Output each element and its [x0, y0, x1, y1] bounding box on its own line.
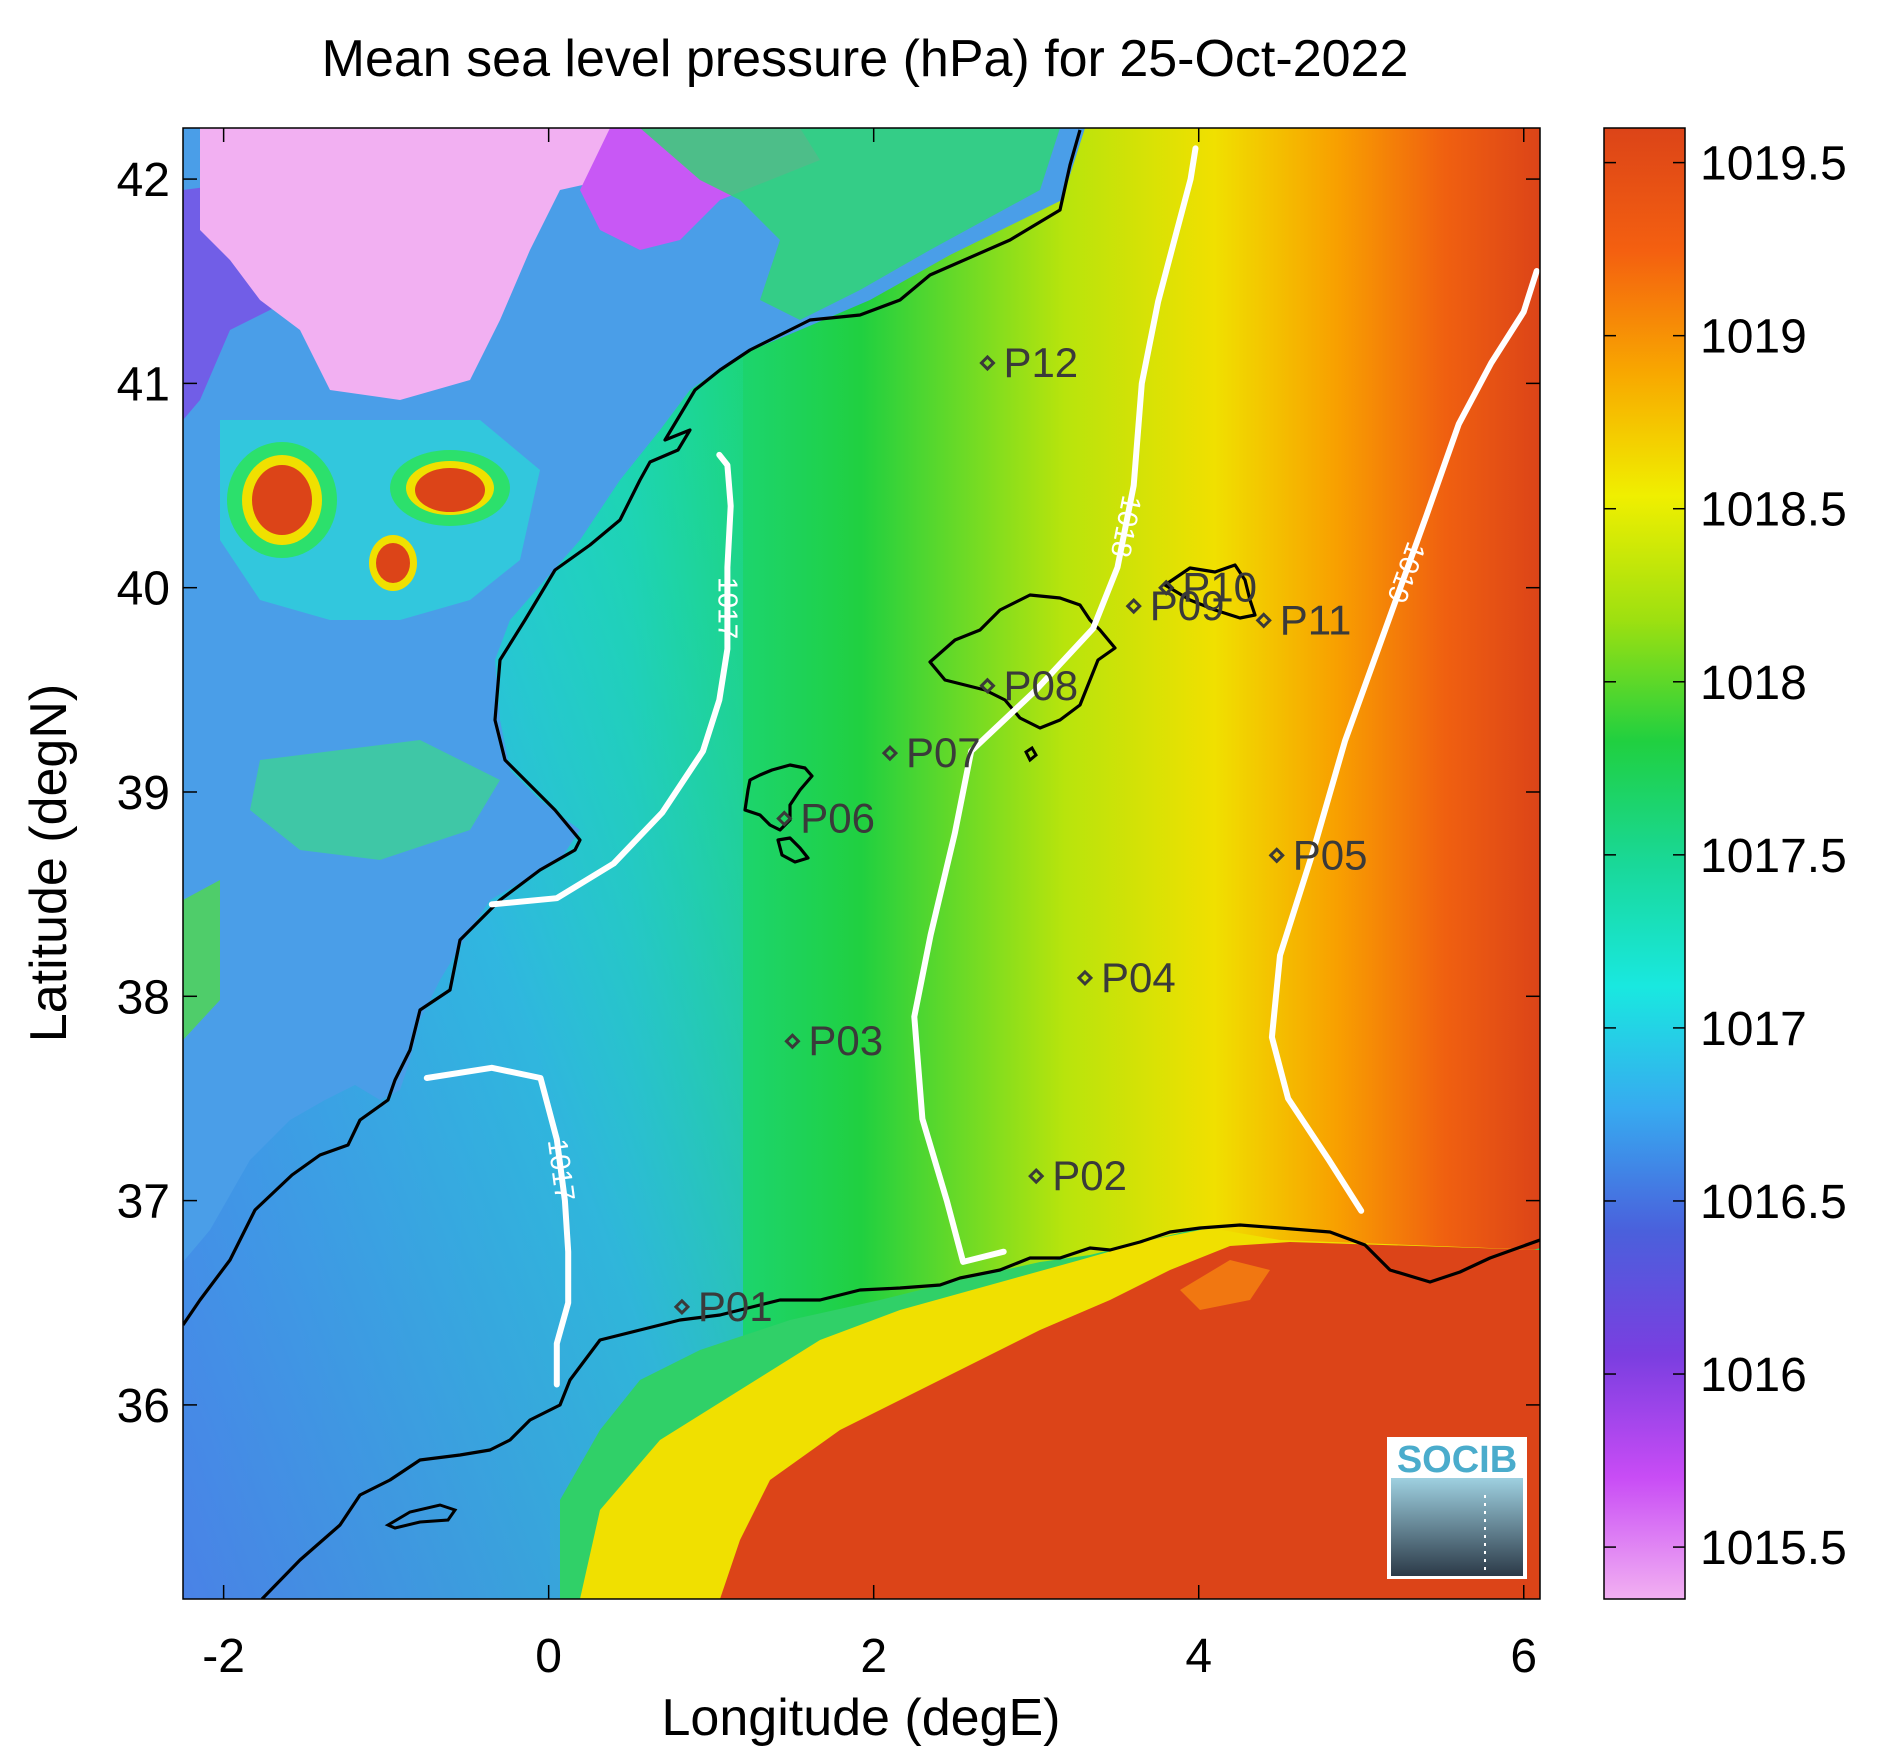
africa-coastline [260, 1223, 1540, 1599]
x-axis: -2 0 2 4 6 [202, 128, 1537, 1683]
station-label: P02 [1052, 1152, 1127, 1199]
station-marker [979, 354, 996, 372]
colorbar-tick-label: 1018 [1700, 657, 1807, 710]
station-marker [881, 745, 899, 762]
colorbar-tick-label: 1015.5 [1700, 1522, 1847, 1575]
isobar-1018 [911, 145, 1199, 1265]
socib-logo-text: SOCIB [1397, 1439, 1517, 1481]
station-label: P01 [698, 1283, 773, 1330]
x-tick-label: -2 [202, 1630, 245, 1683]
station-label: P03 [808, 1017, 883, 1064]
high-pressure-spot [415, 468, 485, 512]
station-label: P12 [1003, 339, 1078, 386]
iberia-green-strip [183, 880, 220, 1040]
isobar-label: 1017 [712, 577, 743, 639]
socib-logo: SOCIB [1387, 1437, 1527, 1579]
africa-orange-patch [1180, 1260, 1270, 1310]
africa-highest-pressure [720, 1242, 1540, 1599]
station-marker [784, 1033, 801, 1050]
colorbar-tick-label: 1016.5 [1700, 1176, 1847, 1229]
iberia-mixed-band [250, 740, 500, 860]
colorbar-gradient [1603, 127, 1686, 1600]
station-label: P08 [1003, 662, 1078, 709]
station-marker [673, 1298, 691, 1315]
high-pressure-spot [252, 465, 312, 535]
isobar-1017 [488, 451, 734, 908]
iberia-green-band [640, 128, 1060, 320]
x-tick-label: 6 [1510, 1630, 1537, 1683]
station-label: P06 [800, 795, 875, 842]
y-tick-label: 42 [117, 154, 170, 207]
alboran-island [384, 1503, 458, 1530]
y-tick-label: 39 [117, 767, 170, 820]
colorbar-tick-label: 1018.5 [1700, 484, 1847, 537]
plot-frame [182, 127, 1541, 1600]
station-label: P07 [906, 729, 981, 776]
x-axis-label: Longitude (degE) [662, 1689, 1061, 1747]
station-marker [776, 810, 793, 827]
y-tick-label: 36 [117, 1380, 170, 1433]
station-label: P11 [1280, 596, 1352, 643]
station-marker [1158, 579, 1175, 596]
formentera-outline [776, 836, 810, 864]
y-axis-label: Latitude (degN) [20, 684, 78, 1042]
iberia-lowest-pressure [200, 128, 650, 400]
y-tick-label: 38 [117, 971, 170, 1024]
station-marker [1076, 969, 1094, 987]
iberia-coastline [183, 129, 1082, 1326]
colorbar-ticks: 1015.5 1016 1016.5 1017 1017.5 1018 1018.5 1019… [1604, 138, 1847, 1575]
station-marker [1125, 597, 1142, 615]
ibiza-outline [743, 763, 814, 832]
y-axis: 36 37 38 39 40 41 42 [117, 154, 1540, 1433]
isobar-1017 [423, 1064, 572, 1388]
iberia-land-field [183, 128, 1085, 1262]
station-marker [1028, 1167, 1045, 1185]
station-marker [979, 677, 996, 694]
station-marker [1255, 612, 1272, 629]
colorbar-tick-label: 1019.5 [1700, 138, 1847, 191]
colorbar-tick-label: 1017 [1700, 1003, 1807, 1056]
colorbar: 1015.5 1016 1016.5 1017 1017.5 1018 1018.5 1019… [1603, 127, 1847, 1600]
colorbar-tick-label: 1019 [1700, 311, 1807, 364]
colorbar-tick-label: 1016 [1700, 1349, 1807, 1402]
menorca-outline [1163, 563, 1257, 620]
mallorca-outline [928, 593, 1117, 730]
station-label: P05 [1293, 831, 1368, 878]
station-label: P10 [1182, 564, 1257, 611]
y-tick-label: 40 [117, 563, 170, 616]
station-marker [1268, 847, 1285, 864]
station-label: P04 [1101, 954, 1176, 1001]
y-tick-label: 37 [117, 1176, 170, 1229]
colorbar-tick-label: 1017.5 [1700, 830, 1847, 883]
x-tick-label: 2 [860, 1630, 887, 1683]
high-pressure-spot [376, 543, 410, 583]
chart-title: Mean sea level pressure (hPa) for 25-Oct… [322, 30, 1409, 88]
x-tick-label: 4 [1185, 1630, 1212, 1683]
cabrera-outline [1024, 745, 1038, 763]
x-tick-label: 0 [535, 1630, 562, 1683]
isobar-1019 [1268, 268, 1540, 1214]
y-tick-label: 41 [117, 358, 170, 411]
